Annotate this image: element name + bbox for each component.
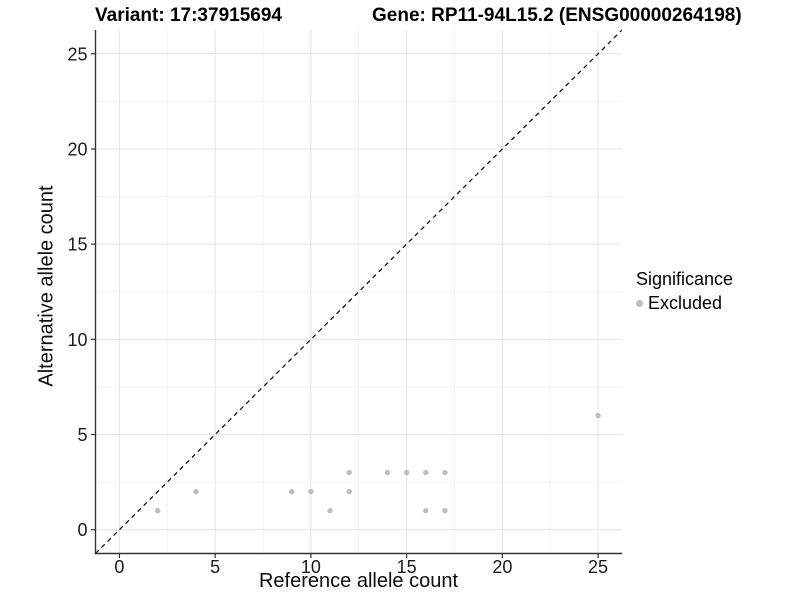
x-tick-label: 0 [114,557,124,577]
data-point [346,488,352,495]
legend-item-excluded: Excluded [636,293,733,314]
data-point [423,469,429,476]
data-point [442,469,448,476]
plot-title-variant: Variant: 17:37915694 [95,5,282,26]
data-point [403,469,410,476]
plot-title-gene: Gene: RP11-94L15.2 (ENSG00000264198) [372,5,742,26]
y-tick-label: 15 [67,235,87,255]
x-tick-label: 25 [588,557,608,577]
excluded-point-icon [636,299,643,307]
y-tick-label: 25 [67,44,87,64]
legend-item-label: Excluded [648,292,723,313]
legend: Significance Excluded [636,269,733,314]
x-tick-label: 20 [492,557,512,577]
y-axis-title: Alternative allele count [35,185,58,387]
x-tick-label: 5 [210,557,220,577]
y-tick-label: 0 [77,520,87,540]
x-axis-title: Reference allele count [258,570,458,592]
data-point [308,488,314,495]
data-point [193,488,199,495]
data-point [346,469,352,476]
data-point [155,507,161,514]
data-point [289,488,295,495]
data-point [384,469,391,476]
y-tick-label: 5 [77,425,87,445]
data-point [442,507,448,514]
data-point [327,507,333,514]
y-tick-label: 10 [67,330,87,350]
x-tick-label: 15 [397,557,417,577]
x-tick-label: 10 [301,557,321,577]
y-tick-label: 20 [67,139,87,159]
data-point [595,412,601,419]
data-point [423,507,429,514]
legend-title: Significance [636,269,734,289]
